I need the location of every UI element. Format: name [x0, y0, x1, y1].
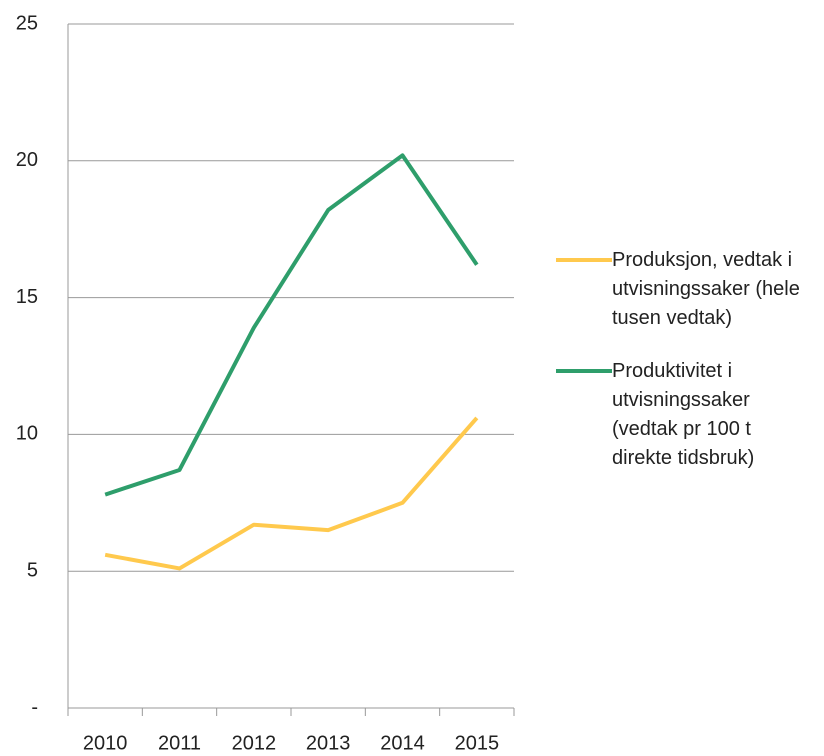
legend: Produksjon, vedtak i utvisningssaker (he… [556, 246, 816, 497]
x-tick-label: 2010 [83, 732, 128, 754]
x-tick-label: 2015 [455, 732, 500, 754]
legend-label: Produksjon, vedtak i utvisningssaker (he… [612, 249, 800, 329]
legend-item: Produktivitet i utvisningssaker (vedtak … [556, 357, 816, 473]
y-tick-label: 25 [16, 12, 38, 34]
legend-swatch [556, 258, 612, 262]
series-line [104, 153, 479, 497]
legend-item: Produksjon, vedtak i utvisningssaker (he… [556, 246, 816, 333]
y-tick-label: 5 [27, 559, 38, 581]
y-tick-label: - [31, 696, 38, 718]
x-tick-label: 2011 [158, 732, 201, 754]
legend-label: Produktivitet i utvisningssaker (vedtak … [612, 360, 755, 469]
y-tick-label: 20 [16, 149, 38, 171]
y-tick-label: 15 [16, 286, 38, 308]
legend-swatch [556, 369, 612, 373]
x-tick-label: 2013 [306, 732, 351, 754]
series-line [104, 416, 479, 571]
x-tick-label: 2012 [232, 732, 277, 754]
x-tick-label: 2014 [380, 732, 425, 754]
y-tick-label: 10 [16, 423, 38, 445]
